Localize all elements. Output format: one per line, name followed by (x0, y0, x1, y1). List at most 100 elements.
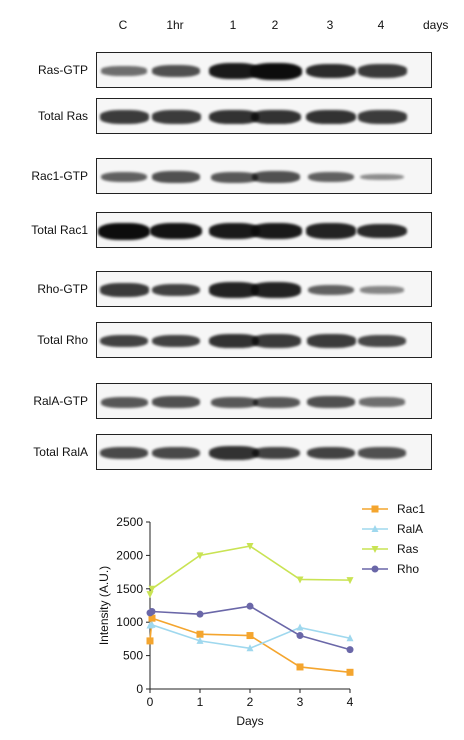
data-point-triangle-down (146, 591, 154, 599)
y-tick-label: 500 (123, 649, 143, 663)
blot-band (307, 171, 355, 183)
data-point-circle (371, 565, 379, 573)
blot-band (357, 223, 407, 239)
blot-row-label: Total RalA (33, 445, 88, 459)
blot-row-label: RalA-GTP (33, 394, 88, 408)
data-point-triangle-down (346, 577, 354, 585)
x-tick-label: 0 (147, 695, 154, 709)
blot-band (306, 334, 356, 348)
lane-label: 3 (326, 18, 334, 32)
blot-strip (96, 271, 432, 307)
data-point-triangle-down (296, 576, 304, 584)
blot-band (305, 223, 357, 239)
data-point-circle (246, 602, 254, 610)
lane-label: 1hr (166, 18, 184, 32)
data-point-triangle-down (371, 546, 379, 553)
blot-band (252, 171, 300, 183)
blot-band (100, 396, 148, 408)
blot-band (99, 110, 149, 124)
data-point-circle (346, 646, 354, 654)
data-point-triangle-up (246, 644, 254, 652)
blot-band (306, 446, 356, 460)
x-tick-label: 2 (247, 695, 254, 709)
blot-band (360, 286, 404, 294)
blot-band (306, 63, 356, 79)
blot-band (250, 282, 302, 298)
blot-band (151, 334, 201, 348)
blot-band (209, 110, 259, 124)
data-point-circle (296, 632, 304, 640)
blot-band (101, 66, 147, 76)
blot-band (210, 171, 258, 183)
x-tick-label: 1 (197, 695, 204, 709)
blot-band (100, 446, 148, 460)
x-tick-label: 3 (297, 695, 304, 709)
series-line (149, 545, 351, 595)
data-point-circle (148, 608, 156, 616)
blot-row-label: Total Ras (37, 109, 88, 123)
y-tick-label: 0 (136, 682, 143, 696)
y-tick-label: 1500 (116, 582, 143, 596)
blot-band (250, 223, 302, 239)
blot-band (359, 397, 405, 407)
blot-band (150, 222, 202, 240)
data-point-square (246, 632, 254, 640)
blot-strip (96, 212, 432, 248)
x-axis-title: Days (236, 714, 263, 728)
blot-band (152, 65, 200, 77)
blot-row-label: Rho-GTP (37, 282, 88, 296)
lane-unit-label: days (423, 18, 449, 32)
blot-band (251, 334, 301, 348)
data-point-triangle-up (296, 623, 304, 631)
y-tick-label: 2000 (116, 548, 143, 562)
data-point-triangle-up (371, 525, 379, 532)
lane-label: C (118, 18, 128, 32)
blot-band (152, 446, 200, 460)
x-tick-label: 4 (347, 695, 354, 709)
blot-band (99, 283, 149, 297)
blot-band (208, 282, 260, 298)
blot-row-label: Rac1-GTP (31, 169, 88, 183)
blot-band (307, 396, 355, 408)
data-point-triangle-up (148, 620, 156, 628)
blot-band (209, 446, 259, 460)
blot-band (152, 171, 200, 183)
blot-band (98, 222, 150, 240)
data-point-square (148, 614, 156, 622)
blot-band (306, 110, 356, 124)
legend-label: Rac1 (397, 502, 425, 516)
blot-band (357, 64, 407, 78)
blot-strip (96, 98, 432, 134)
lane-label: 1 (229, 18, 237, 32)
blot-band (251, 446, 301, 460)
blot-row-label: Total Rho (37, 333, 88, 347)
data-point-triangle-down (148, 585, 156, 593)
intensity-line-chart: 0 500 1000 1500 2000 2500 0 1 2 3 4 Days Intensity (… (97, 502, 425, 728)
blot-band (358, 334, 406, 348)
blot-band (152, 396, 200, 408)
blot-row-label: Ras-GTP (37, 63, 88, 77)
lane-label: 2 (271, 18, 279, 32)
blot-band (252, 396, 300, 408)
data-point-triangle-down (246, 543, 254, 551)
blot-band (151, 110, 201, 124)
blot-strip (96, 383, 432, 419)
data-point-triangle-down (196, 552, 204, 560)
data-point-square (196, 630, 204, 638)
data-point-square (296, 663, 304, 671)
blot-strip (96, 322, 432, 358)
blot-band (208, 63, 260, 79)
blot-strip (96, 434, 432, 470)
blot-strip (96, 158, 432, 194)
lane-label: 4 (377, 18, 385, 32)
data-point-square (146, 637, 154, 645)
blot-band (250, 62, 302, 80)
y-tick-label: 1000 (116, 615, 143, 629)
data-point-triangle-up (346, 634, 354, 642)
data-point-circle (196, 610, 204, 618)
data-point-square (346, 668, 354, 676)
legend-label: RalA (397, 522, 423, 536)
blot-band (209, 334, 259, 348)
blot-row-label: Total Rac1 (31, 223, 88, 237)
blot-band (151, 283, 201, 297)
